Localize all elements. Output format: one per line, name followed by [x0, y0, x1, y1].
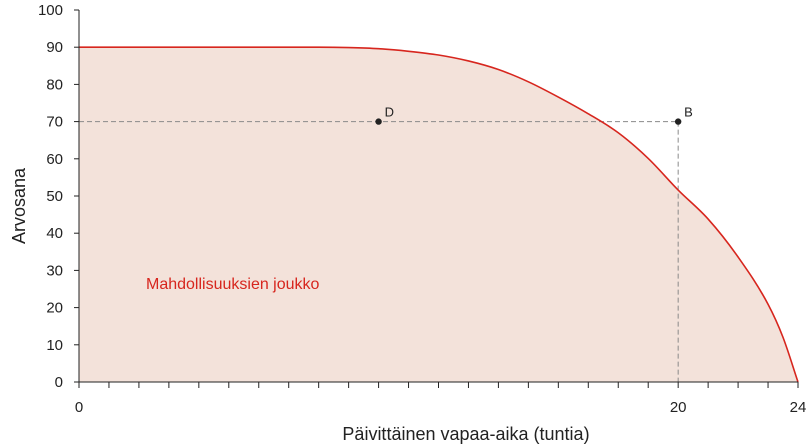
point-b — [674, 118, 682, 125]
y-tick-label: 90 — [46, 39, 63, 56]
y-tick-label: 50 — [46, 188, 63, 205]
y-tick-label: 20 — [46, 300, 63, 317]
x-tick-label: 24 — [790, 399, 807, 416]
y-tick-label: 60 — [46, 151, 63, 168]
feasible-set-label: Mahdollisuuksien joukko — [146, 276, 320, 293]
x-tick-label: 0 — [75, 399, 83, 416]
y-axis-title: Arvosana — [9, 167, 29, 244]
point-b-label: B — [684, 105, 693, 120]
feasible-set-area — [79, 47, 798, 382]
x-axis-title: Päivittäinen vapaa-aika (tuntia) — [342, 424, 589, 444]
y-tick-label: 70 — [46, 114, 63, 131]
point-d — [375, 118, 382, 125]
x-tick-label: 20 — [670, 399, 687, 416]
y-tick-label: 80 — [46, 76, 63, 93]
y-tick-label: 10 — [46, 337, 63, 354]
y-tick-label: 40 — [46, 225, 63, 242]
y-tick-label: 100 — [38, 2, 63, 19]
y-tick-label: 0 — [55, 374, 63, 391]
y-tick-label: 30 — [46, 262, 63, 279]
point-d-label: D — [385, 105, 394, 120]
frontier-curve — [79, 46, 799, 383]
